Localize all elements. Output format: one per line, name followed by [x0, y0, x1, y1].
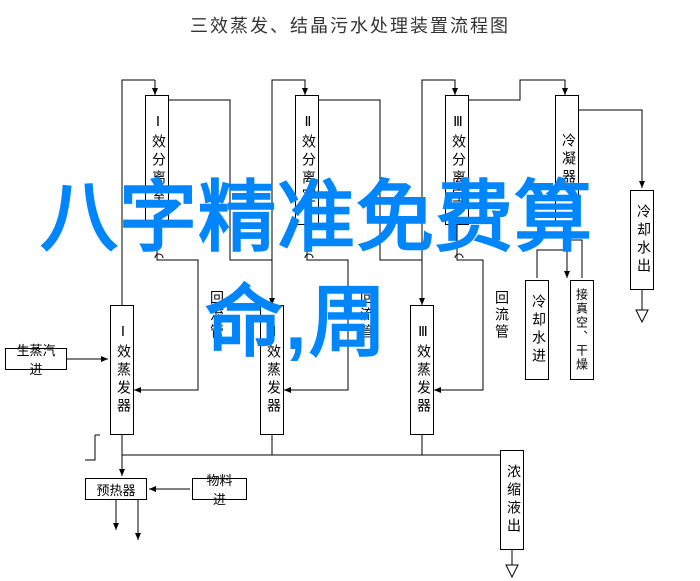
label-return1: 回流管	[205, 290, 225, 341]
label-return3: 回流管	[490, 290, 510, 341]
box-sep2: Ⅱ效分离室	[295, 95, 319, 225]
box-feed: 物料进	[192, 478, 247, 500]
box-sep3: Ⅲ效分离室	[445, 95, 469, 225]
label-return2: 回流管	[355, 290, 375, 341]
box-evap3: Ⅲ效蒸发器	[410, 305, 434, 435]
box-conc: 浓缩液出	[500, 450, 524, 550]
box-steam: 生蒸汽进	[5, 348, 67, 370]
box-evap1: Ⅰ效蒸发器	[110, 305, 134, 435]
box-sep1: Ⅰ效分离室	[145, 95, 169, 225]
box-cw-in: 冷却水进	[525, 280, 549, 380]
box-preheat: 预热器	[85, 478, 147, 500]
box-evap2: Ⅱ效蒸发器	[260, 305, 284, 435]
box-vac: 接真空、干燥	[570, 280, 594, 380]
box-cw-out: 冷却水出	[630, 190, 654, 290]
box-cond: 冷凝器	[555, 95, 579, 225]
